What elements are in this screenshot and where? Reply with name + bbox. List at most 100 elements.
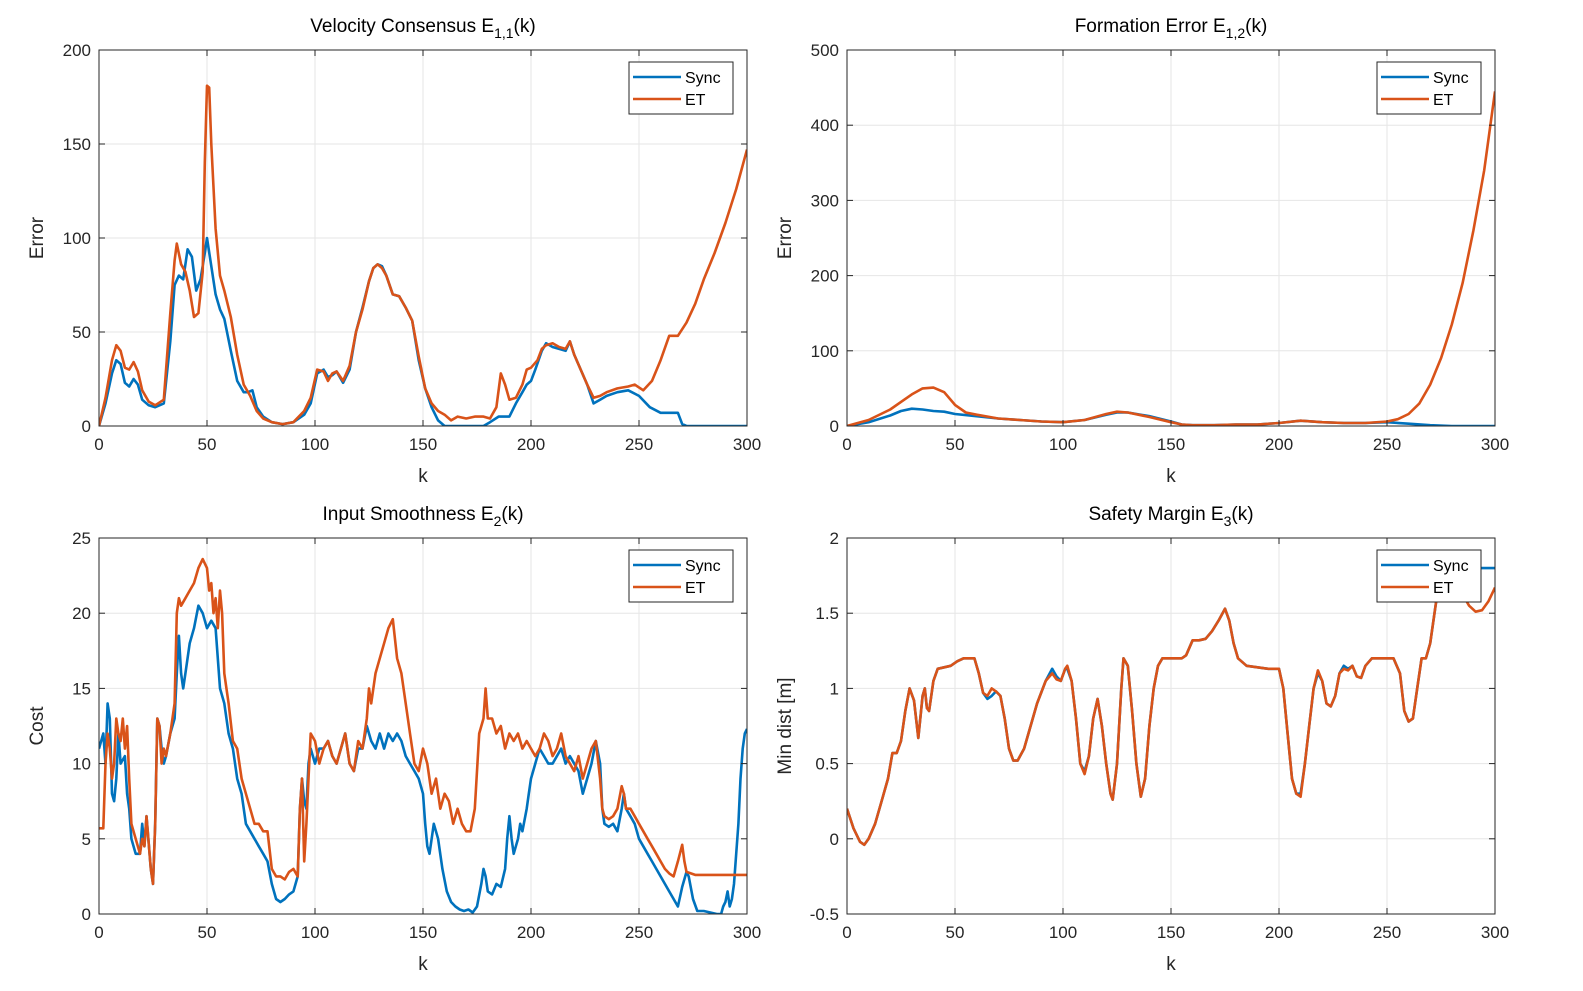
- legend-label-et: ET: [1433, 92, 1454, 109]
- chart-title: Formation Error E1,2(k): [1075, 16, 1268, 41]
- chart-title-main: Input Smoothness E: [322, 504, 493, 525]
- series-line-sync: [99, 604, 747, 914]
- x-tick-label: 100: [301, 923, 329, 942]
- x-tick-label: 0: [94, 435, 103, 454]
- x-tick-label: 300: [1481, 435, 1509, 454]
- x-tick-label: 150: [409, 435, 437, 454]
- y-tick-label: 400: [811, 116, 839, 135]
- x-tick-label: 300: [1481, 923, 1509, 942]
- y-tick-label: 2: [830, 529, 839, 548]
- y-tick-label: 25: [72, 529, 91, 548]
- y-tick-label: 1.5: [815, 604, 839, 623]
- y-tick-label: 100: [63, 229, 91, 248]
- chart-title-subscript: 2: [494, 513, 502, 529]
- legend-box: [628, 61, 734, 115]
- y-tick-label: 100: [811, 342, 839, 361]
- x-tick-label: 0: [94, 923, 103, 942]
- y-tick-label: 200: [811, 267, 839, 286]
- x-tick-label: 50: [198, 923, 217, 942]
- x-tick-label: 300: [733, 923, 761, 942]
- legend-box: [1376, 549, 1482, 603]
- legend: Sync ET: [628, 61, 734, 115]
- x-tick-label: 200: [1265, 435, 1293, 454]
- x-axis-label: k: [1166, 954, 1176, 975]
- y-tick-label: 300: [811, 191, 839, 210]
- y-tick-label: 0: [830, 417, 839, 436]
- y-axis-label: Min dist [m]: [775, 677, 796, 774]
- chart-title: Input Smoothness E2(k): [322, 504, 523, 529]
- legend-label-et: ET: [685, 92, 706, 109]
- chart-title: Velocity Consensus E1,1(k): [310, 16, 535, 41]
- x-tick-label: 50: [198, 435, 217, 454]
- x-axis-label: k: [418, 954, 428, 975]
- legend: Sync ET: [1376, 549, 1482, 603]
- y-tick-label: 50: [72, 323, 91, 342]
- y-tick-label: 1: [830, 679, 839, 698]
- chart-1: 0 50 100 150 200 250 300 0 50 100 150 200 k Error Velo…: [27, 16, 761, 487]
- chart-title: Safety Margin E3(k): [1088, 504, 1253, 529]
- chart-title-subscript: 1,1: [494, 25, 514, 41]
- legend: Sync ET: [628, 549, 734, 603]
- x-tick-label: 0: [842, 923, 851, 942]
- y-tick-label: 500: [811, 41, 839, 60]
- chart-title-subscript: 3: [1224, 513, 1232, 529]
- legend-label-sync: Sync: [685, 558, 721, 575]
- y-tick-label: -0.5: [810, 905, 839, 924]
- x-tick-label: 150: [1157, 923, 1185, 942]
- y-tick-label: 150: [63, 135, 91, 154]
- x-tick-label: 100: [1049, 923, 1077, 942]
- x-axis-label: k: [418, 466, 428, 487]
- x-tick-label: 0: [842, 435, 851, 454]
- y-axis-label: Error: [27, 216, 48, 259]
- x-axis-label: k: [1166, 466, 1176, 487]
- y-tick-label: 10: [72, 755, 91, 774]
- y-tick-label: 5: [82, 830, 91, 849]
- y-axis-label: Cost: [27, 706, 48, 746]
- y-tick-label: 0: [82, 417, 91, 436]
- legend-label-sync: Sync: [1433, 558, 1469, 575]
- chart-title-suffix: (k): [1245, 16, 1267, 37]
- x-tick-label: 50: [946, 435, 965, 454]
- x-tick-label: 100: [301, 435, 329, 454]
- y-axis-label: Error: [775, 216, 796, 259]
- x-tick-label: 250: [1373, 435, 1401, 454]
- series-line-et: [847, 91, 1495, 426]
- legend-label-et: ET: [685, 580, 706, 597]
- chart-2: 0 50 100 150 200 250 300 0 100 200 300 400 500 k Error…: [775, 16, 1509, 487]
- legend-label-sync: Sync: [1433, 70, 1469, 87]
- chart-title-main: Safety Margin E: [1088, 504, 1223, 525]
- chart-title-suffix: (k): [514, 16, 536, 37]
- x-tick-label: 200: [517, 923, 545, 942]
- y-tick-label: 20: [72, 604, 91, 623]
- y-tick-label: 15: [72, 679, 91, 698]
- x-tick-label: 250: [625, 923, 653, 942]
- x-tick-label: 200: [517, 435, 545, 454]
- y-tick-label: 200: [63, 41, 91, 60]
- x-tick-label: 250: [625, 435, 653, 454]
- y-tick-label: 0.5: [815, 755, 839, 774]
- legend-label-et: ET: [1433, 580, 1454, 597]
- x-tick-label: 200: [1265, 923, 1293, 942]
- series-line-et: [847, 566, 1495, 847]
- legend-label-sync: Sync: [685, 70, 721, 87]
- x-tick-label: 50: [946, 923, 965, 942]
- x-tick-label: 100: [1049, 435, 1077, 454]
- series-line-et: [99, 84, 747, 426]
- chart-3: 0 50 100 150 200 250 300 0 5 10 15 20 25 k Cost Input S…: [27, 504, 761, 975]
- chart-title-subscript: 1,2: [1226, 25, 1246, 41]
- chart-title-suffix: (k): [1231, 504, 1253, 525]
- legend-box: [1376, 61, 1482, 115]
- y-tick-label: 0: [82, 905, 91, 924]
- series-line-et: [99, 557, 747, 886]
- legend: Sync ET: [1376, 61, 1482, 115]
- chart-title-main: Velocity Consensus E: [310, 16, 494, 37]
- x-tick-label: 150: [409, 923, 437, 942]
- x-tick-label: 150: [1157, 435, 1185, 454]
- y-tick-label: 0: [830, 830, 839, 849]
- chart-title-main: Formation Error E: [1075, 16, 1226, 37]
- chart-title-suffix: (k): [501, 504, 523, 525]
- x-tick-label: 300: [733, 435, 761, 454]
- legend-box: [628, 549, 734, 603]
